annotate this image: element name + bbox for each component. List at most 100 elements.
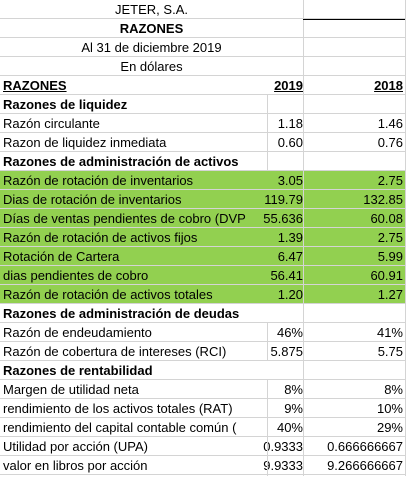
table-row: Días de ventas pendientes de cobro (DVP … [0,209,407,228]
row-divider [0,18,405,19]
row-value-2019[interactable]: 6.47 [277,249,303,264]
row-label[interactable]: rendimiento del capital contable común ( [3,420,237,435]
row-value-2018[interactable]: 2.75 [377,173,403,188]
row-value-2019[interactable]: 119.79 [264,192,303,207]
row-divider [0,75,405,76]
row-divider [0,56,405,57]
row-divider [0,436,405,437]
row-divider [0,208,405,209]
column-header-label[interactable]: RAZONES [3,78,67,93]
company-name[interactable]: JETER, S.A. [115,2,188,17]
table-row: rendimiento del capital contable común (… [0,418,407,437]
row-label[interactable]: Razón de cobertura de intereses (RCI) [3,344,227,359]
row-label[interactable]: dias pendientes de cobro [3,268,149,283]
row-divider [0,398,405,399]
row-divider [0,227,405,228]
table-row: Razón circulante 1.18 1.46 [0,114,407,133]
column-header-2018[interactable]: 2018 [374,78,403,93]
row-label[interactable]: Razón de rotación de activos fijos [3,230,198,245]
row-label[interactable]: Rotación de Cartera [3,249,120,264]
table-row: Razón de rotación de activos fijos 1.39 … [0,228,407,247]
row-label[interactable]: Dias de rotación de inventarios [3,192,182,207]
row-divider [0,474,405,475]
row-label[interactable]: Razón de endeudamiento [3,325,152,340]
row-value-2018[interactable]: 60.08 [370,211,403,226]
row-value-2019[interactable]: 5.875 [270,344,303,359]
company-row: JETER, S.A. [0,0,407,19]
row-value-2019[interactable]: 46% [276,325,303,340]
row-value-2018[interactable]: 0.76 [377,135,403,150]
top-border [303,19,405,20]
row-divider [0,113,405,114]
row-divider [0,303,405,304]
row-value-2018[interactable]: 132.85 [363,192,403,207]
row-divider [0,322,405,323]
section-liquidez[interactable]: Razones de liquidez [3,97,128,112]
row-divider [0,246,405,247]
row-value-2018[interactable]: 10% [376,401,403,416]
table-row: Razón de endeudamiento 46% 41% [0,323,407,342]
section-rentabilidad[interactable]: Razones de rentabilidad [3,363,153,378]
row-value-2018[interactable]: 1.27 [377,287,403,302]
section-deudas[interactable]: Razones de administración de deudas [3,306,240,321]
row-label[interactable]: rendimiento de los activos totales (RAT) [3,401,233,416]
report-title[interactable]: RAZONES [119,21,184,36]
section-activos[interactable]: Razones de administración de activos [3,154,239,169]
row-label[interactable]: Utilidad por acción (UPA) [3,439,148,454]
row-divider [0,94,405,95]
table-row: Razon de liquidez inmediata 0.60 0.76 [0,133,407,152]
report-date[interactable]: Al 31 de diciembre 2019 [81,40,222,55]
row-value-2018[interactable]: 5.75 [377,344,403,359]
row-divider [0,360,405,361]
table-row: Rotación de Cartera 6.47 5.99 [0,247,407,266]
row-label[interactable]: Razón de rotación de activos totales [3,287,213,302]
row-divider [0,189,405,190]
row-label[interactable]: Margen de utilidad neta [3,382,139,397]
table-row: Razón de rotación de inventarios 3.05 2.… [0,171,407,190]
row-value-2018[interactable]: 41% [376,325,403,340]
row-value-2019[interactable]: 1.20 [277,287,303,302]
row-value-2019[interactable]: 1.39 [277,230,303,245]
row-value-2018[interactable]: 9.266666667 [327,458,403,473]
column-divider [267,380,268,476]
row-label[interactable]: Razón circulante [3,116,100,131]
row-value-2019[interactable]: 3.05 [277,173,303,188]
row-value-2018[interactable]: 29% [376,420,403,435]
column-divider [405,0,406,476]
row-value-2019[interactable]: 9.9333 [263,458,303,473]
report-currency[interactable]: En dólares [120,59,183,74]
row-divider [0,379,405,380]
row-label[interactable]: valor en libros por acción [3,458,148,473]
title-row: RAZONES [0,19,407,38]
table-row: dias pendientes de cobro 56.41 60.91 [0,266,407,285]
column-divider [267,95,268,171]
section-row: Razones de administración de deudas [0,304,407,323]
row-value-2019[interactable]: 9% [284,401,303,416]
table-row: valor en libros por acción 9.9333 9.2666… [0,456,407,475]
table-row: Dias de rotación de inventarios 119.79 1… [0,190,407,209]
row-divider [0,284,405,285]
row-label[interactable]: Razon de liquidez inmediata [3,135,167,150]
row-value-2018[interactable]: 1.46 [377,116,403,131]
row-value-2018[interactable]: 8% [384,382,403,397]
row-value-2018[interactable]: 2.75 [377,230,403,245]
row-label[interactable]: Días de ventas pendientes de cobro (DVP [3,211,246,226]
row-value-2019[interactable]: 0.9333 [263,439,303,454]
row-value-2019[interactable]: 0.60 [277,135,303,150]
row-value-2019[interactable]: 1.18 [277,116,303,131]
column-header-row: RAZONES 2019 2018 [0,76,407,95]
row-value-2019[interactable]: 55.636 [263,211,303,226]
row-label[interactable]: Razón de rotación de inventarios [3,173,194,188]
currency-row: En dólares [0,57,407,76]
row-value-2018[interactable]: 60.91 [370,268,403,283]
row-value-2019[interactable]: 40% [276,420,303,435]
row-value-2019[interactable]: 56.41 [270,268,303,283]
column-header-2019[interactable]: 2019 [274,78,303,93]
section-row: Razones de rentabilidad [0,361,407,380]
row-value-2018[interactable]: 0.666666667 [327,439,403,454]
row-value-2019[interactable]: 8% [284,382,303,397]
row-value-2018[interactable]: 5.99 [377,249,403,264]
row-divider [0,265,405,266]
date-row: Al 31 de diciembre 2019 [0,38,407,57]
